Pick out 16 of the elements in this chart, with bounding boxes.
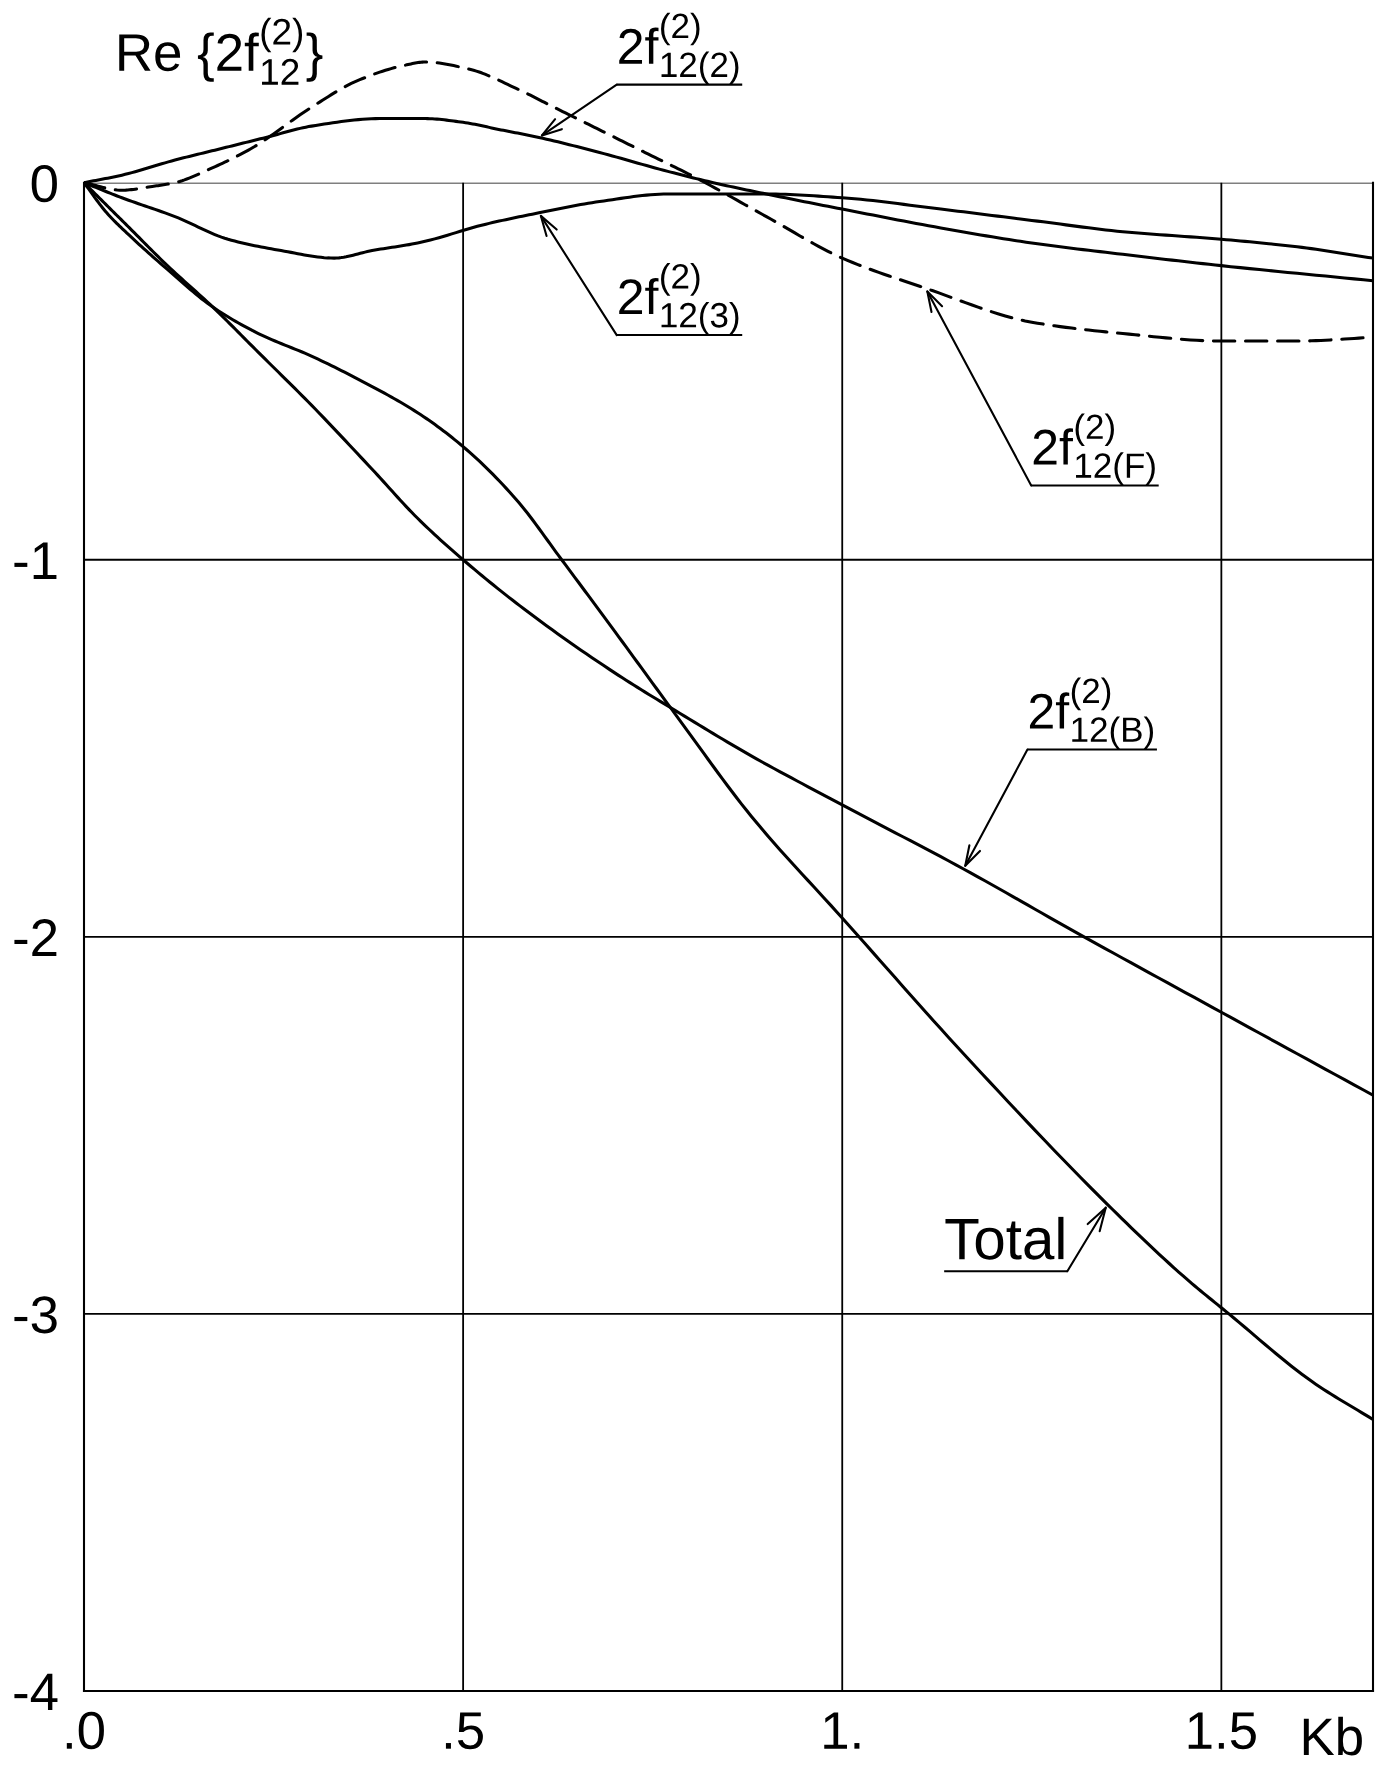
x-tick-label: 1.5 — [1188, 1712, 1256, 1750]
y-tick-label: -4 — [14, 1673, 58, 1711]
x-tick-label: 1. — [824, 1712, 860, 1749]
legend-label: 2f$^{(2)}$$_{12(3)}$ — [619, 263, 739, 335]
series-label: Total — [945, 1216, 1064, 1260]
series-label: 2f$^{(2)}$$_{12(2)}$ — [619, 12, 739, 85]
x-tick-label: .0 — [66, 1711, 104, 1750]
y-tick-label: 0 — [31, 164, 57, 203]
x-axis-title: Kb — [1303, 1716, 1362, 1756]
y-axis-title: Re {2f$^{(2)}$$_{12}$} — [119, 17, 323, 85]
x-tick-label: .5 — [445, 1712, 483, 1750]
series-label: 2f$^{(2)}$$_{12(F)}$ — [1033, 413, 1155, 485]
y-tick-label: -2 — [14, 919, 57, 956]
text: 2f$^{(2)}$$_{12(B)}$ — [1029, 677, 1154, 749]
y-tick-label: -1 — [14, 542, 57, 579]
y-tick-label: -3 — [14, 1296, 57, 1334]
